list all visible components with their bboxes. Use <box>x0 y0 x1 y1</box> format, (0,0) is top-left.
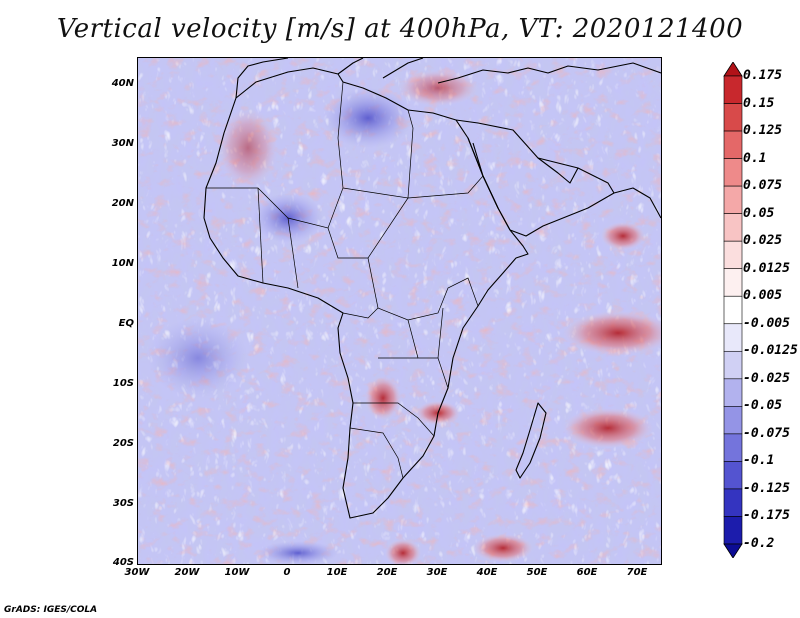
y-tick-30n: 30N <box>111 138 134 149</box>
colorbar-level-label: 0.025 <box>743 233 783 249</box>
downdraft-mediterranean <box>323 88 413 148</box>
y-tick-10n: 10N <box>111 258 134 269</box>
x-tick-70e: 70E <box>626 567 648 578</box>
x-tick-30w: 30W <box>124 567 150 578</box>
colorbar-level-label: -0.1 <box>743 453 775 469</box>
colorbar-level-label: -0.005 <box>743 315 790 331</box>
updraft-southern-ocean <box>473 534 533 562</box>
colorbar-min-arrow <box>723 543 743 558</box>
colorbar-swatch <box>723 295 743 325</box>
y-tick-20n: 20N <box>111 198 134 209</box>
y-tick-30s: 30S <box>112 498 134 509</box>
colorbar-swatch <box>723 406 743 435</box>
colorbar-swatch <box>723 240 743 270</box>
colorbar-level-label: 0.075 <box>743 178 783 194</box>
colorbar-swatch <box>723 213 743 242</box>
colorbar-swatch <box>723 75 743 104</box>
x-tick-20w: 20W <box>174 567 200 578</box>
x-tick-40e: 40E <box>476 567 498 578</box>
colorbar-swatch <box>723 433 743 462</box>
colorbar-max-arrow <box>723 62 743 77</box>
colorbar-swatch <box>723 185 743 214</box>
y-tick-eq: EQ <box>118 318 134 329</box>
south-asia-coastline <box>613 187 661 219</box>
updraft-indian-ocean-south <box>563 408 653 448</box>
updraft-arabian-sea <box>601 222 645 250</box>
x-tick-0: 0 <box>283 567 291 578</box>
colorbar-swatch <box>723 268 743 297</box>
colorbar-level-label: 0.05 <box>743 205 775 221</box>
persian-gulf-coastline <box>537 157 579 184</box>
colorbar-level-label: 0.0125 <box>743 260 790 276</box>
europe-coastline <box>235 58 661 99</box>
updraft-south-atlantic <box>385 539 421 564</box>
updraft-eastern-mediterranean <box>398 70 478 106</box>
colorbar-swatch <box>723 130 743 159</box>
colorbar-level-label: 0.1 <box>743 150 767 166</box>
y-tick-20s: 20S <box>112 438 134 449</box>
colorbar-level-label: -0.125 <box>743 480 790 496</box>
colorbar-level-label: -0.025 <box>743 370 790 386</box>
updraft-central-africa <box>365 376 401 420</box>
velocity-field-map <box>138 58 661 564</box>
x-tick-50e: 50E <box>526 567 548 578</box>
x-tick-10e: 10E <box>326 567 348 578</box>
coastlines <box>203 58 661 519</box>
map-panel <box>137 57 662 565</box>
plot-title: Vertical velocity [m/s] at 400hPa, VT: 2… <box>56 14 744 44</box>
colorbar-level-label: -0.175 <box>743 508 790 524</box>
colorbar-level-label: -0.0125 <box>743 343 798 359</box>
colorbar-swatch <box>723 103 743 132</box>
colorbar-level-label: 0.005 <box>743 288 783 304</box>
colorbar <box>723 62 743 558</box>
downdraft-atlantic <box>148 318 248 398</box>
colorbar-swatch <box>723 378 743 407</box>
x-tick-10w: 10W <box>224 567 250 578</box>
y-tick-10s: 10S <box>112 378 134 389</box>
downdraft-south-atlantic <box>258 541 338 564</box>
colorbar-swatch <box>723 461 743 490</box>
x-tick-20e: 20E <box>376 567 398 578</box>
colorbar-level-label: 0.125 <box>743 123 783 139</box>
colorbar-swatch <box>723 350 743 380</box>
colorbar-level-label: 0.15 <box>743 95 775 111</box>
colorbar-swatch <box>723 488 743 517</box>
footer-credit: GrADS: IGES/COLA <box>4 605 98 615</box>
colorbar-swatch <box>723 323 743 352</box>
colorbar-level-label: 0.175 <box>743 68 783 83</box>
updraft-indian-ocean-east <box>563 311 661 355</box>
madagascar-coastline <box>515 402 547 479</box>
y-tick-40n: 40N <box>111 78 134 89</box>
updraft-northwest-africa <box>218 108 278 188</box>
africa-coastline <box>203 67 529 519</box>
colorbar-level-label: -0.2 <box>743 536 775 551</box>
colorbar-swatch <box>723 516 743 545</box>
y-tick-40s: 40S <box>112 557 134 568</box>
arabia-coastline <box>455 119 615 237</box>
colorbar-swatch <box>723 158 743 187</box>
x-tick-60e: 60E <box>576 567 598 578</box>
x-tick-30e: 30E <box>426 567 448 578</box>
country-borders <box>206 81 484 479</box>
colorbar-level-label: -0.075 <box>743 425 790 441</box>
colorbar-level-label: -0.05 <box>743 398 783 414</box>
